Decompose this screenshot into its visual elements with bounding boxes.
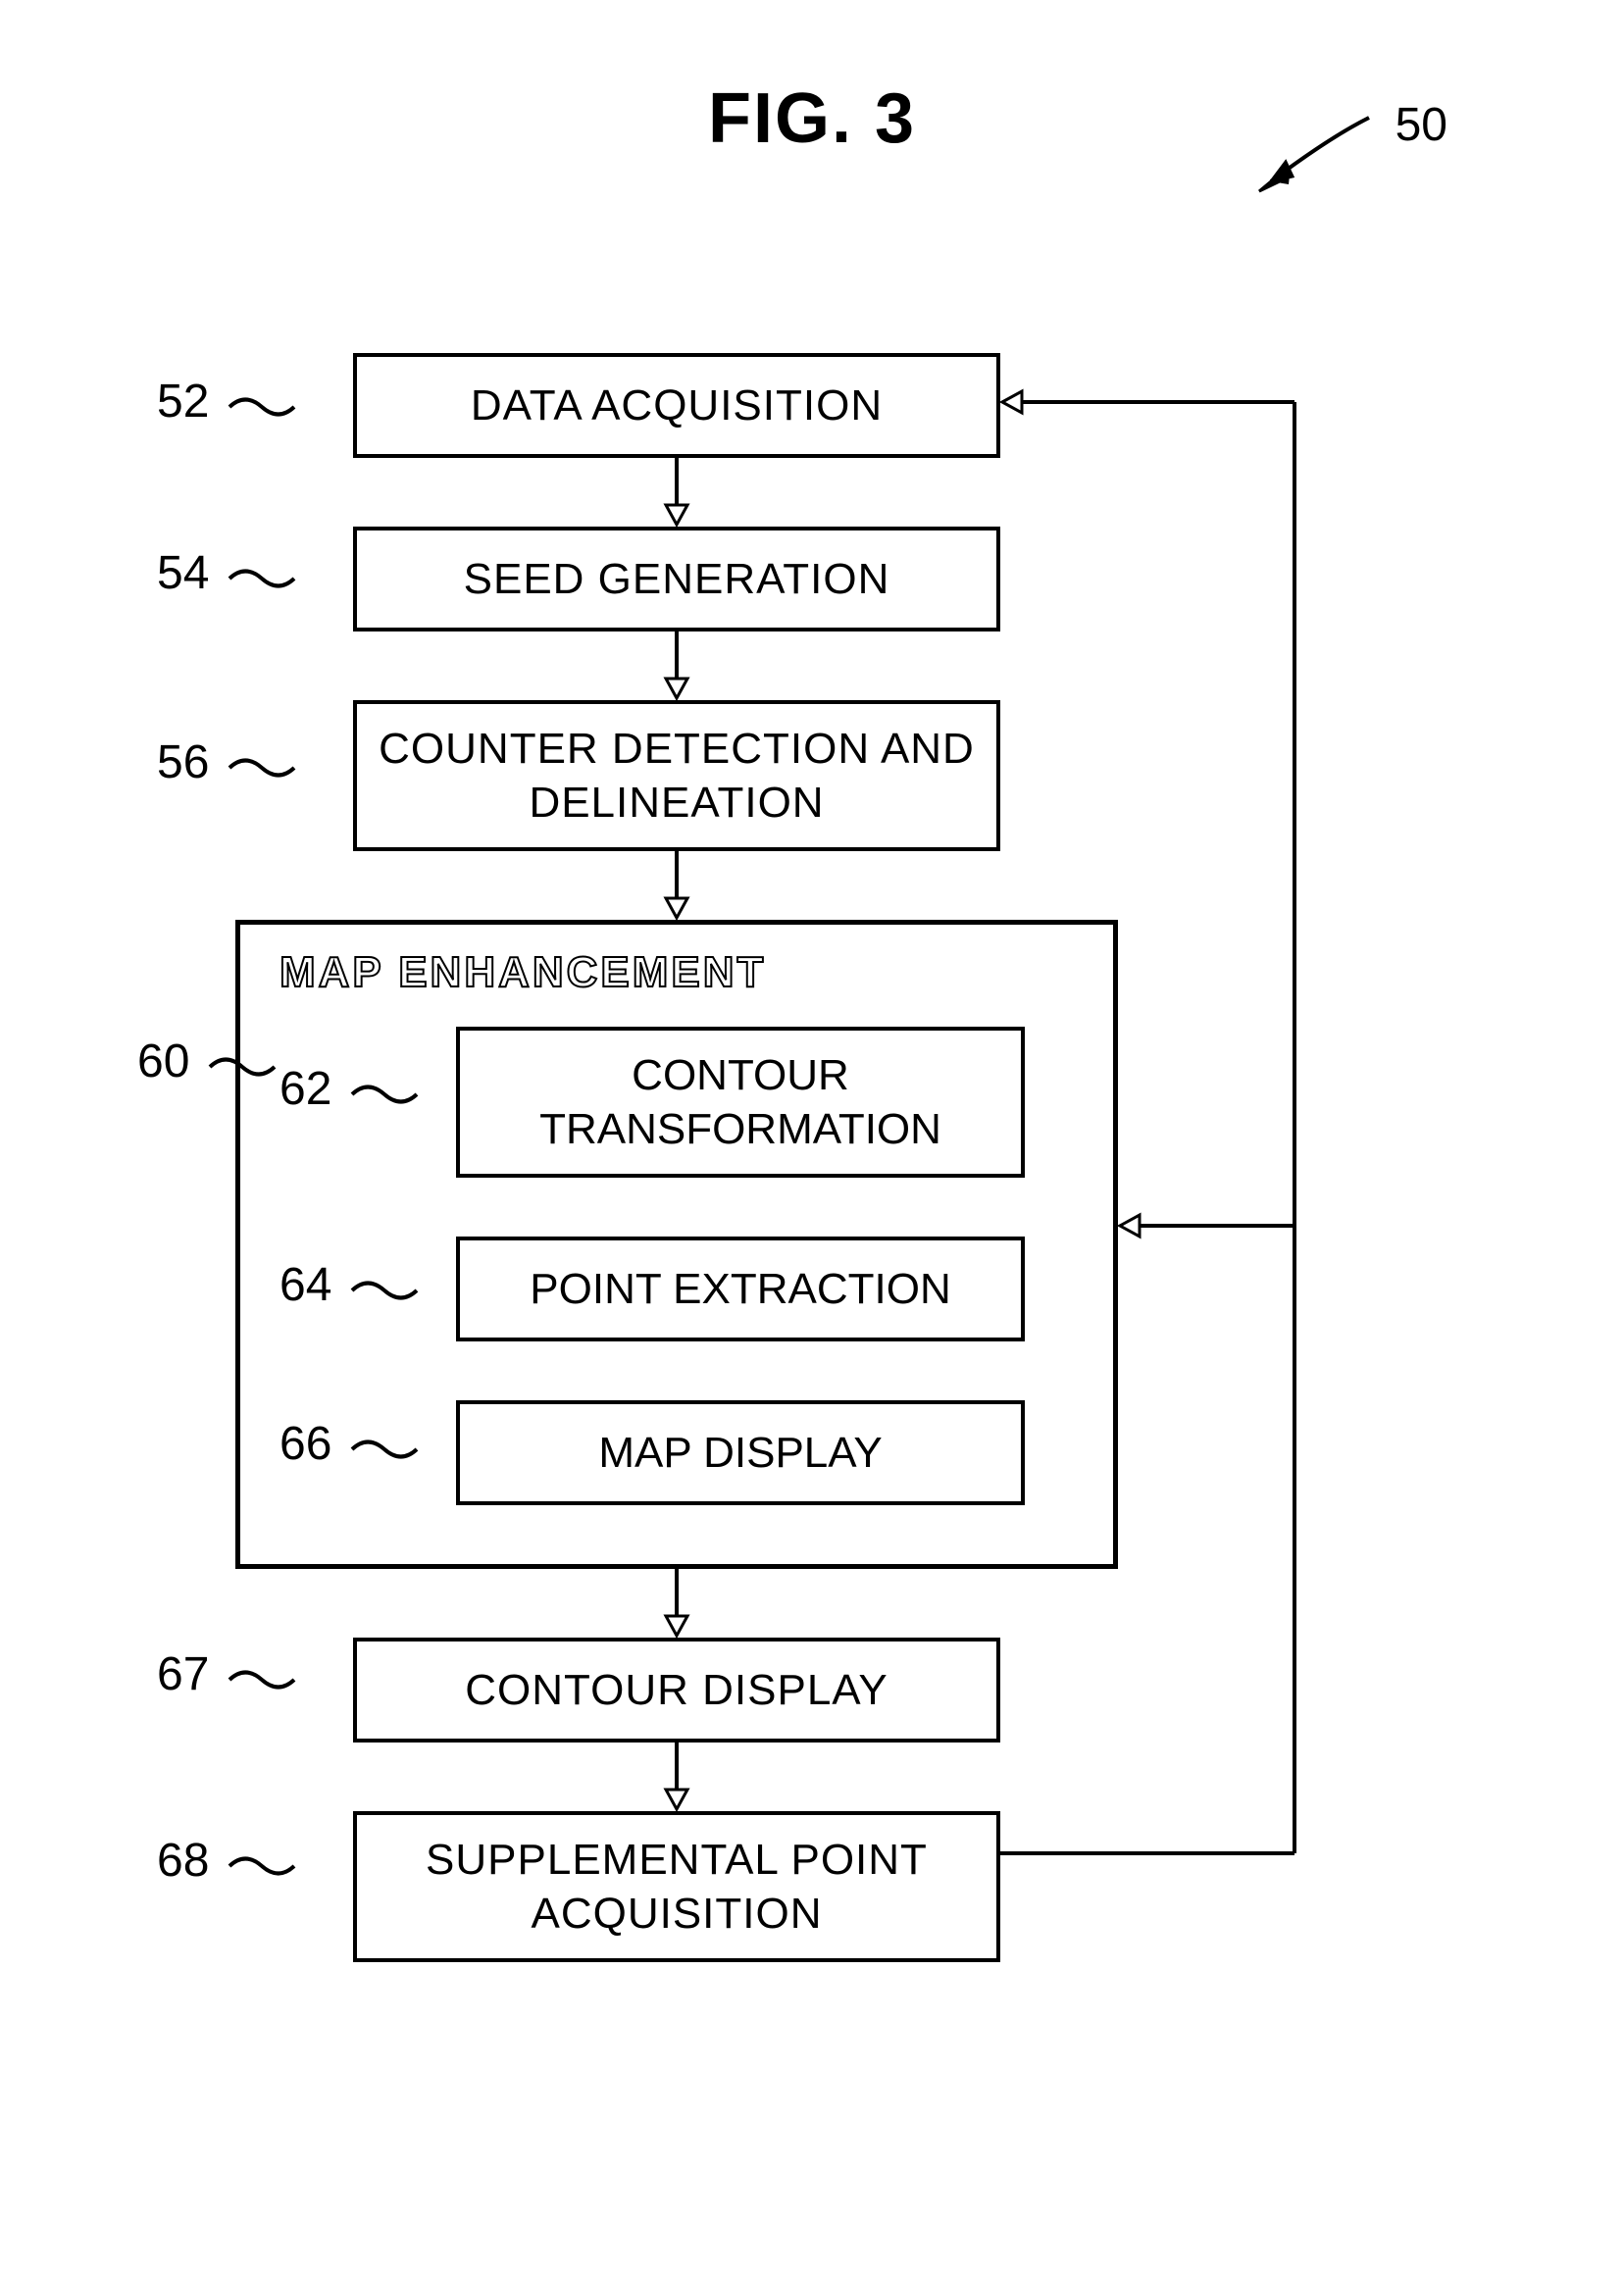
label-60: 60 [137, 1035, 189, 1088]
box-supplemental-point: SUPPLEMENTAL POINT ACQUISITION [353, 1811, 1000, 1962]
label-64: 64 [279, 1258, 331, 1312]
arrow-icon [353, 631, 1000, 700]
label-68: 68 [157, 1834, 209, 1888]
box-seed-generation: SEED GENERATION [353, 527, 1000, 631]
label-52: 52 [157, 375, 209, 429]
squiggle-icon [350, 1080, 419, 1119]
label-67: 67 [157, 1647, 209, 1701]
squiggle-icon [228, 1665, 296, 1704]
arrow-icon [353, 458, 1000, 527]
squiggle-icon [350, 1435, 419, 1474]
arrow-icon [353, 1743, 1000, 1811]
container-map-enhancement: MAP ENHANCEMENT 62 CONTOUR TRANSFORMATIO… [235, 920, 1118, 1569]
arrow-icon [353, 1569, 1000, 1638]
label-54: 54 [157, 546, 209, 600]
feedback-arrow [1000, 353, 1344, 1922]
container-title: MAP ENHANCEMENT [279, 948, 1084, 997]
box-contour-display: CONTOUR DISPLAY [353, 1638, 1000, 1743]
box-counter-detection: COUNTER DETECTION AND DELINEATION [353, 700, 1000, 851]
box-contour-transformation: CONTOUR TRANSFORMATION [456, 1027, 1025, 1178]
box-point-extraction: POINT EXTRACTION [456, 1237, 1025, 1341]
arrow-icon [353, 851, 1000, 920]
feedback-arrow-container [1118, 1206, 1314, 1245]
label-56: 56 [157, 735, 209, 789]
squiggle-icon [350, 1276, 419, 1315]
label-62: 62 [279, 1062, 331, 1116]
ref-number-50: 50 [1396, 98, 1447, 152]
flowchart: 52 DATA ACQUISITION 54 SEED GENERATION 5… [235, 353, 1412, 1962]
squiggle-icon [228, 1851, 296, 1891]
squiggle-icon [228, 753, 296, 792]
squiggle-icon [228, 564, 296, 603]
box-map-display: MAP DISPLAY [456, 1400, 1025, 1505]
box-data-acquisition: DATA ACQUISITION [353, 353, 1000, 458]
ref-arrow [1232, 108, 1379, 211]
squiggle-icon [228, 392, 296, 431]
figure-title: FIG. 3 [708, 78, 916, 159]
label-66: 66 [279, 1417, 331, 1471]
